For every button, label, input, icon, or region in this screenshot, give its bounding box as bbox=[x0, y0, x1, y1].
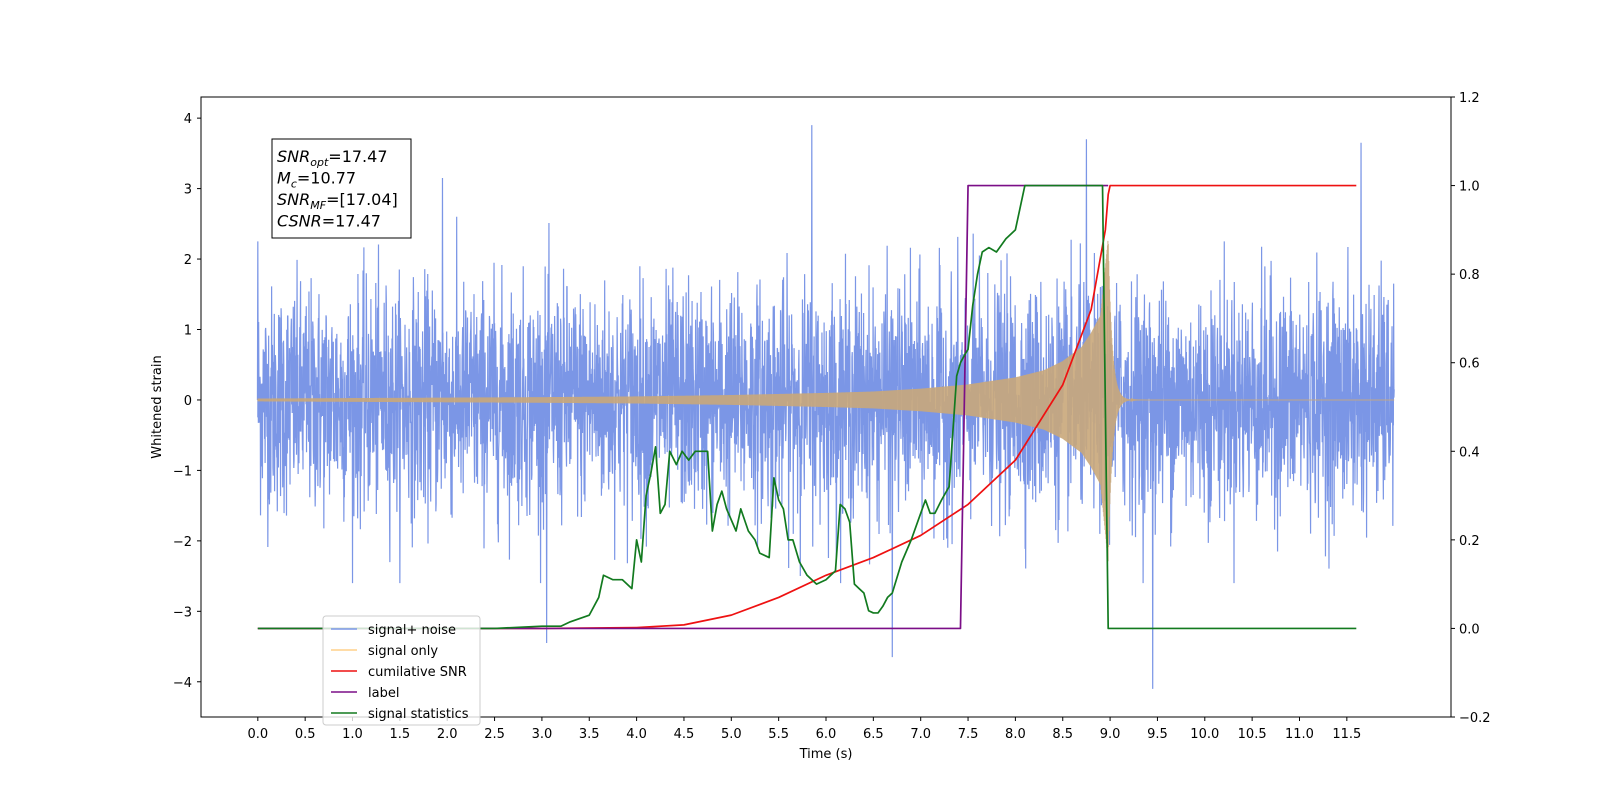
x-tick-label: 5.5 bbox=[768, 727, 789, 742]
y2-tick-label: −0.2 bbox=[1459, 711, 1491, 726]
x-tick-label: 6.5 bbox=[863, 727, 884, 742]
x-tick-label: 0.5 bbox=[295, 727, 316, 742]
y-tick-label: 0 bbox=[184, 394, 192, 409]
y2-tick-label: 0.4 bbox=[1459, 445, 1480, 460]
annotation-line: SNRMF=[17.04] bbox=[277, 190, 398, 212]
x-tick-label: 11.5 bbox=[1332, 727, 1361, 742]
x-tick-label: 11.0 bbox=[1285, 727, 1314, 742]
x-tick-label: 4.0 bbox=[626, 727, 647, 742]
annotation-line: SNRopt=17.47 bbox=[277, 147, 388, 169]
y2-tick-label: 0.6 bbox=[1459, 357, 1480, 372]
legend-items: signal+ noise signal only cumilative SNR la… bbox=[331, 623, 469, 722]
y-tick-label: 2 bbox=[184, 253, 192, 268]
y2-tick-label: 0.0 bbox=[1459, 622, 1480, 637]
legend-label: signal statistics bbox=[368, 707, 469, 722]
y-tick-label: 1 bbox=[184, 324, 192, 339]
x-tick-label: 0.0 bbox=[247, 727, 268, 742]
x-tick-label: 7.5 bbox=[958, 727, 979, 742]
x-tick-label: 8.5 bbox=[1052, 727, 1073, 742]
x-tick-label: 3.5 bbox=[579, 727, 600, 742]
y-tick-label: −4 bbox=[173, 676, 192, 691]
y-tick-label: 3 bbox=[184, 183, 192, 198]
x-tick-label: 10.0 bbox=[1190, 727, 1219, 742]
plot-series bbox=[256, 125, 1395, 689]
y-axis-ticks: −4 −3 −2 −1 0 1 2 3 4 bbox=[173, 112, 201, 691]
annotation-frame bbox=[271, 138, 412, 239]
legend-frame bbox=[322, 615, 481, 726]
x-tick-label: 8.0 bbox=[1005, 727, 1026, 742]
x-tick-label: 6.0 bbox=[816, 727, 837, 742]
series-line-2 bbox=[257, 184, 1357, 630]
x-tick-label: 5.0 bbox=[721, 727, 742, 742]
legend-label: cumilative SNR bbox=[368, 665, 467, 680]
y2-tick-label: 0.2 bbox=[1459, 534, 1480, 549]
annotation-line: CSNR=17.47 bbox=[277, 212, 381, 231]
legend-label: signal+ noise bbox=[368, 623, 456, 638]
x-tick-label: 9.0 bbox=[1100, 727, 1121, 742]
x-tick-label: 2.5 bbox=[484, 727, 505, 742]
annotation-line: Mc=10.77 bbox=[277, 169, 356, 191]
legend-label: signal only bbox=[368, 644, 438, 659]
y-tick-label: −1 bbox=[173, 464, 192, 479]
x-axis-ticks: 0.0 0.5 1.0 1.5 2.0 2.5 3.0 3.5 4.0 4.5 5.0 5.5 6.0 6… bbox=[247, 717, 1361, 742]
series-line-4 bbox=[257, 184, 1357, 630]
y-tick-label: −2 bbox=[173, 535, 192, 550]
y-tick-label: −3 bbox=[173, 605, 192, 620]
y2-tick-label: 1.0 bbox=[1459, 180, 1480, 195]
y-axis-label: Whitened strain bbox=[150, 355, 165, 458]
series-signal-noise-line bbox=[256, 125, 1395, 689]
x-tick-label: 9.5 bbox=[1147, 727, 1168, 742]
x-tick-label: 10.5 bbox=[1238, 727, 1267, 742]
x-tick-label: 1.5 bbox=[390, 727, 411, 742]
x-tick-label: 7.0 bbox=[910, 727, 931, 742]
x-tick-label: 3.0 bbox=[532, 727, 553, 742]
x-axis-label: Time (s) bbox=[799, 747, 853, 762]
annotation-box: SNRopt=17.47Mc=10.77SNRMF=[17.04]CSNR=17… bbox=[271, 138, 412, 239]
x-tick-label: 4.5 bbox=[674, 727, 695, 742]
series-signal-only-line bbox=[257, 240, 1395, 562]
y2-tick-label: 1.2 bbox=[1459, 91, 1480, 106]
y2-axis-ticks: −0.2 0.0 0.2 0.4 0.6 0.8 1.0 1.2 bbox=[1451, 91, 1491, 726]
y-tick-label: 4 bbox=[184, 112, 192, 127]
x-tick-label: 2.0 bbox=[437, 727, 458, 742]
x-tick-label: 1.0 bbox=[342, 727, 363, 742]
legend-label: label bbox=[368, 686, 399, 701]
annotation-lines: SNRopt=17.47Mc=10.77SNRMF=[17.04]CSNR=17… bbox=[277, 147, 398, 231]
legend: signal+ noise signal only cumilative SNR la… bbox=[322, 615, 481, 726]
y2-tick-label: 0.8 bbox=[1459, 268, 1480, 283]
